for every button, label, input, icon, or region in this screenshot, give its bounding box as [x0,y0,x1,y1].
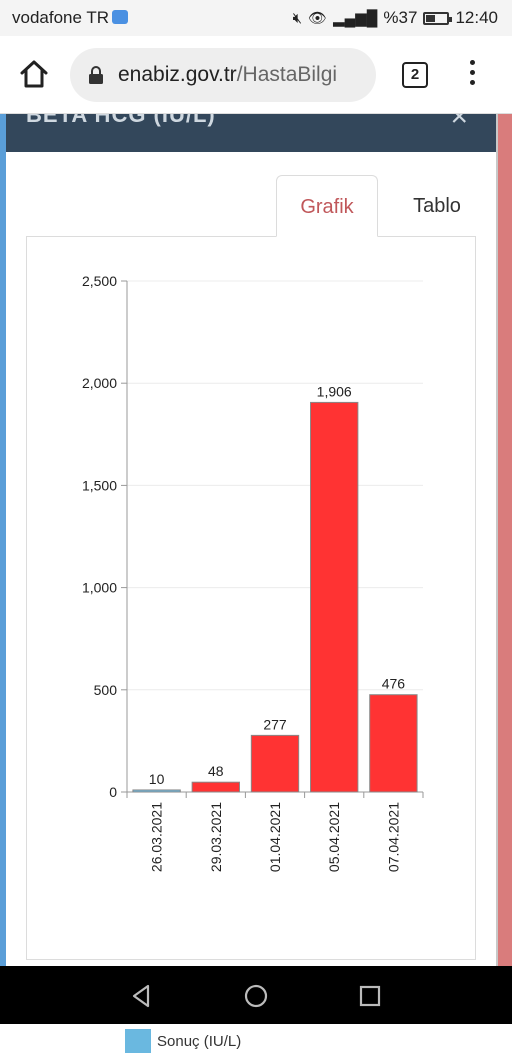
chart-panel: 0 500 1,000 1,500 2,000 2,500 10 26.03.2021 48 29… [26,236,476,1053]
url-domain: enabiz.gov.tr [118,63,237,86]
page-right-edge [498,114,512,966]
home-icon[interactable] [18,58,50,90]
tab-grafik[interactable]: Grafik [276,175,378,237]
tab-switcher-button[interactable]: 2 [402,62,428,88]
y-tick-label: 1,500 [82,477,117,493]
y-tick-label: 2,000 [82,375,117,391]
carrier-badge-icon [112,10,129,24]
data-label: 476 [382,676,406,692]
bar [369,694,418,793]
legend-label: Sonuç (IU/L) [157,1032,242,1050]
back-icon[interactable] [128,982,156,1010]
modal-header: BETA HCG (IU/L) × [6,114,496,152]
recents-icon[interactable] [356,982,384,1010]
close-icon[interactable]: × [450,114,468,133]
bar [132,789,181,793]
y-tick-label: 1,000 [82,580,117,596]
page-left-edge [0,114,6,966]
data-label: 10 [149,771,165,787]
chart-legend[interactable]: Sonuç (IU/L) [125,1029,241,1053]
home-nav-icon[interactable] [242,982,270,1010]
x-tick-label: 26.03.2021 [149,802,165,872]
carrier-label: vodafone TR [12,8,129,28]
bar [250,734,300,793]
x-tick-label: 29.03.2021 [208,802,224,872]
browser-toolbar: enabiz.gov.tr/HastaBilgi 2 [0,36,512,114]
data-label: 277 [263,716,287,732]
bar-chart: 0 500 1,000 1,500 2,000 2,500 10 26.03.2021 48 29… [82,273,424,872]
status-bar: vodafone TR 🔇︎ 👁︎ ▂▄▆█ %37 12:40 [0,0,512,36]
url-path: /HastaBilgi [236,63,338,86]
x-tick-label: 05.04.2021 [326,802,342,872]
carrier-name: vodafone TR [12,8,110,27]
address-bar[interactable]: enabiz.gov.tr/HastaBilgi [70,48,376,102]
bar [191,781,240,793]
y-tick-label: 0 [109,784,117,800]
y-tick-label: 2,500 [82,273,117,289]
battery-percent: %37 [383,8,418,27]
signal-icon: ▂▄▆█ [333,10,378,27]
mute-icon: 🔇︎ [292,9,303,27]
eye-icon: 👁︎ [308,10,328,27]
modal-title: BETA HCG (IU/L) [26,114,216,127]
battery-fill [426,14,435,22]
x-tick-label: 07.04.2021 [385,802,401,872]
data-label: 48 [208,763,224,779]
result-modal: BETA HCG (IU/L) × Grafik Tablo 0 500 1,000… [6,114,496,1053]
bar [310,401,359,793]
clock: 12:40 [455,8,498,27]
lock-icon [89,66,103,84]
data-label: 1,906 [317,383,352,399]
tab-tablo[interactable]: Tablo [413,195,461,217]
y-tick-label: 500 [94,682,118,698]
more-menu-icon[interactable] [462,60,482,90]
system-nav-bar [0,966,512,1024]
status-icons: 🔇︎ 👁︎ ▂▄▆█ %37 12:40 [293,8,498,28]
battery-icon [423,11,453,25]
legend-swatch [125,1029,151,1053]
x-tick-label: 01.04.2021 [267,802,283,872]
url-text: enabiz.gov.tr/HastaBilgi [118,63,337,87]
